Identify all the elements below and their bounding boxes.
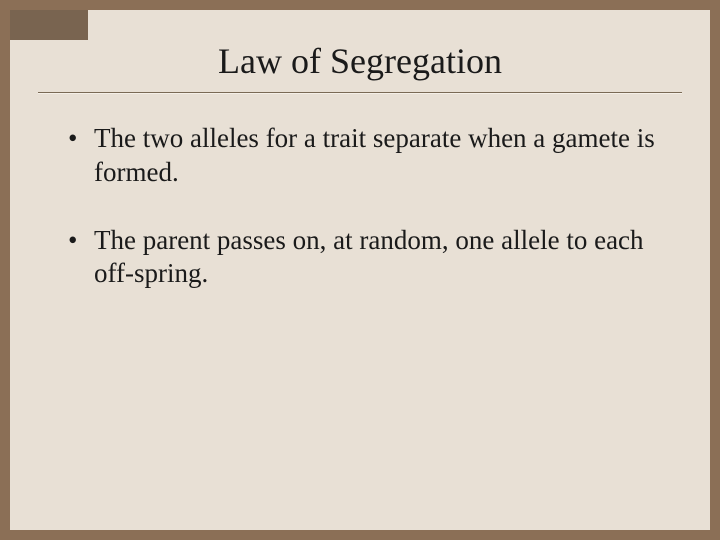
corner-accent (10, 10, 88, 40)
bullet-item: The two alleles for a trait separate whe… (58, 122, 662, 190)
slide-title: Law of Segregation (10, 10, 710, 92)
slide-content: The two alleles for a trait separate whe… (10, 94, 710, 291)
bullet-list: The two alleles for a trait separate whe… (58, 122, 662, 291)
bullet-item: The parent passes on, at random, one all… (58, 224, 662, 292)
slide: Law of Segregation The two alleles for a… (10, 10, 710, 530)
